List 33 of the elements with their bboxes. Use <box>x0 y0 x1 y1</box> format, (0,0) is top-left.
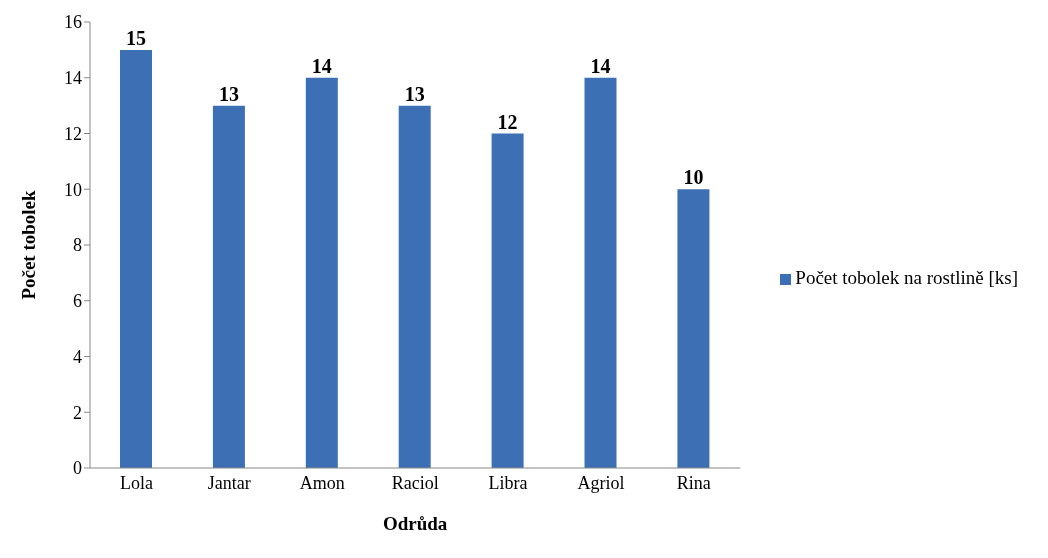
x-tick-label: Lola <box>119 472 153 493</box>
data-label: 10 <box>683 166 704 189</box>
data-label: 13 <box>404 82 425 105</box>
x-tick-label: Raciol <box>391 472 439 493</box>
y-tick-label: 4 <box>73 346 82 367</box>
bar <box>491 133 524 468</box>
y-tick-label: 6 <box>73 291 82 312</box>
y-tick-label: 8 <box>73 235 82 256</box>
x-tick-label: Amon <box>299 472 345 493</box>
bar <box>212 105 245 468</box>
y-tick-label: 0 <box>73 458 82 479</box>
bar <box>584 77 617 468</box>
bar <box>305 77 338 468</box>
data-label: 15 <box>126 26 146 49</box>
bar <box>120 49 152 468</box>
legend-label: Počet tobolek na rostlině [ks] <box>795 267 1018 288</box>
bar <box>677 189 710 468</box>
data-label: 14 <box>311 54 332 77</box>
y-tick-label: 14 <box>64 68 82 89</box>
x-axis-title: Odrůda <box>382 513 448 534</box>
y-tick-label: 12 <box>64 123 82 144</box>
y-tick-label: 10 <box>64 179 82 200</box>
data-label: 14 <box>590 54 611 77</box>
bar <box>398 105 431 468</box>
x-tick-label: Jantar <box>207 472 251 493</box>
data-label: 12 <box>497 110 518 133</box>
x-tick-label: Libra <box>488 472 528 493</box>
x-tick-label: Agriol <box>577 472 625 493</box>
y-tick-label: 16 <box>64 12 82 33</box>
y-axis-title: Počet tobolek <box>17 189 39 300</box>
data-label: 13 <box>218 82 239 105</box>
x-tick-label: Rina <box>676 472 711 493</box>
y-tick-label: 2 <box>73 402 82 423</box>
